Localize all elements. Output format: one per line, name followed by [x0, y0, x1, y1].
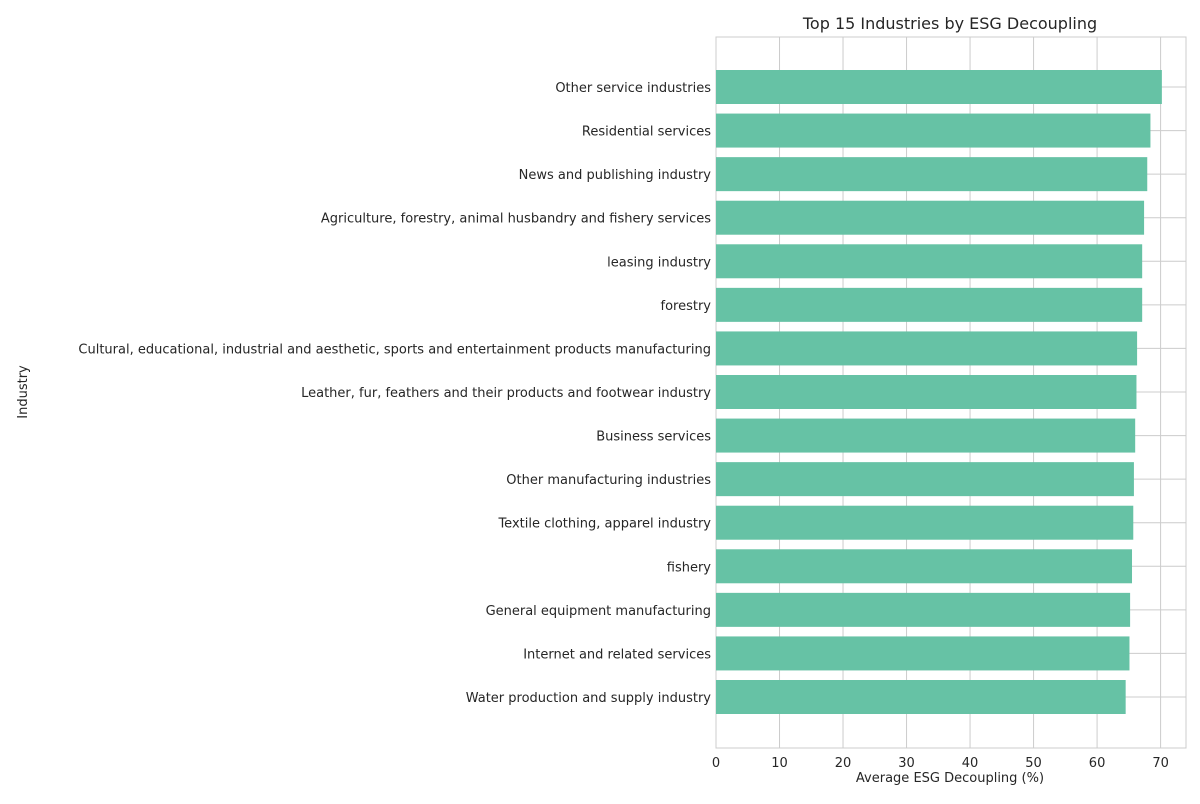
y-tick-label: Agriculture, forestry, animal husbandry … — [321, 212, 711, 227]
x-tick-label: 50 — [1025, 756, 1042, 771]
x-tick-labels: 0 10 20 30 40 50 60 70 — [712, 756, 1169, 771]
bar — [716, 331, 1138, 366]
bar — [716, 418, 1136, 453]
bars — [716, 70, 1162, 714]
bar — [716, 549, 1133, 584]
bar — [716, 287, 1143, 322]
bar — [716, 592, 1131, 627]
bar — [716, 680, 1126, 714]
bar — [716, 113, 1151, 148]
y-tick-label: Internet and related services — [523, 647, 711, 662]
bar — [716, 375, 1137, 409]
bar — [716, 636, 1130, 671]
y-tick-label: Business services — [596, 430, 711, 445]
y-tick-label: fishery — [667, 560, 712, 575]
bar — [716, 244, 1143, 279]
x-tick-label: 30 — [898, 756, 915, 771]
y-axis-label: Industry — [16, 365, 31, 419]
chart-title: Top 15 Industries by ESG Decoupling — [802, 14, 1097, 33]
x-tick-label: 0 — [712, 756, 720, 771]
y-tick-label: Water production and supply industry — [466, 691, 712, 706]
y-tick-label: Cultural, educational, industrial and ae… — [78, 342, 711, 357]
y-tick-labels: Other service industries Residential serv… — [78, 81, 711, 706]
x-tick-label: 70 — [1152, 756, 1169, 771]
bar — [716, 200, 1145, 235]
y-tick-label: Textile clothing, apparel industry — [497, 517, 711, 532]
y-tick-label: General equipment manufacturing — [486, 604, 711, 619]
y-tick-label: leasing industry — [607, 255, 711, 270]
bar — [716, 462, 1134, 497]
x-tick-label: 40 — [962, 756, 979, 771]
x-tick-label: 60 — [1089, 756, 1106, 771]
bar — [716, 505, 1134, 540]
y-tick-label: Other manufacturing industries — [506, 473, 711, 488]
x-tick-label: 10 — [771, 756, 788, 771]
bar — [716, 157, 1148, 192]
y-tick-label: Residential services — [582, 125, 711, 140]
bar — [716, 70, 1162, 104]
y-tick-label: Leather, fur, feathers and their product… — [301, 386, 711, 401]
y-tick-label: News and publishing industry — [519, 168, 712, 183]
x-tick-label: 20 — [835, 756, 852, 771]
y-tick-label: Other service industries — [555, 81, 711, 96]
y-tick-label: forestry — [661, 299, 712, 314]
x-axis-label: Average ESG Decoupling (%) — [856, 771, 1044, 786]
